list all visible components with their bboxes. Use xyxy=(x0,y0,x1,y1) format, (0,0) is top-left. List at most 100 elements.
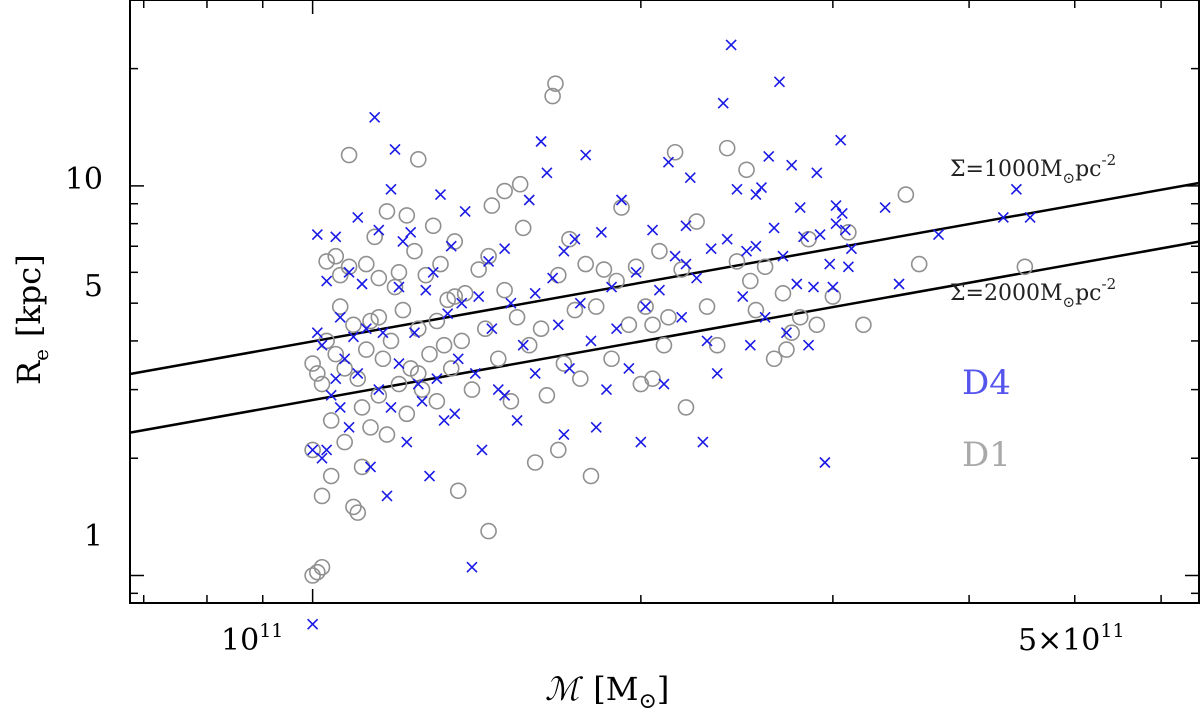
d1-point xyxy=(304,355,321,372)
d4-point xyxy=(835,134,847,146)
d4-point xyxy=(803,339,815,351)
d4-point xyxy=(721,233,733,245)
d1-point xyxy=(398,405,416,423)
d1-point xyxy=(502,392,520,410)
d1-point xyxy=(417,266,435,284)
d4-point xyxy=(814,229,826,241)
d4-point xyxy=(623,362,635,374)
d4-point xyxy=(523,194,535,206)
d4-point xyxy=(684,172,696,184)
d1-point xyxy=(603,350,620,368)
d4-point xyxy=(590,421,602,433)
d4-point xyxy=(393,281,405,293)
plot-frame xyxy=(129,0,1200,604)
d1-point xyxy=(555,355,573,372)
d4-point xyxy=(705,243,717,255)
d1-point xyxy=(688,213,705,230)
d4-point xyxy=(541,167,553,179)
x-tick-label: 5×1011 xyxy=(1018,620,1125,658)
d4-point xyxy=(547,272,559,284)
d1-point xyxy=(666,143,684,161)
d4-point xyxy=(701,335,713,347)
d1-point xyxy=(449,482,467,500)
d1-point xyxy=(496,281,513,299)
d4-point xyxy=(343,266,355,278)
d4-point xyxy=(311,327,323,339)
d4-point xyxy=(839,224,851,236)
d4-point xyxy=(580,149,592,161)
d4-point xyxy=(486,323,498,335)
d4-point xyxy=(768,222,780,234)
x-axis-title: ℳ [M⊙] xyxy=(545,670,669,714)
d1-point xyxy=(698,298,716,315)
d1-point xyxy=(655,336,673,354)
d4-point xyxy=(405,226,417,238)
d4-point xyxy=(1010,183,1022,195)
d1-point xyxy=(362,312,379,330)
d4-point xyxy=(763,150,775,163)
d1-point xyxy=(413,381,431,398)
d4-point xyxy=(552,319,564,331)
d4-point xyxy=(744,339,756,351)
minor-ticks xyxy=(130,0,1199,603)
d1-point xyxy=(386,278,404,296)
d4-point xyxy=(476,444,488,456)
d4-point xyxy=(830,218,842,230)
d1-point xyxy=(608,272,625,290)
d4-point xyxy=(563,362,576,374)
d4-point xyxy=(330,231,342,243)
d4-point xyxy=(737,290,749,303)
d1-point xyxy=(544,87,561,105)
d4-point xyxy=(431,373,443,385)
d1-point xyxy=(331,298,349,315)
d1-point xyxy=(765,350,783,368)
d4-point xyxy=(842,261,854,273)
d1-point xyxy=(496,182,513,200)
d1-point xyxy=(742,272,759,290)
d1-point xyxy=(446,288,464,305)
legend-d4: D4 xyxy=(962,363,1011,403)
d4-point xyxy=(759,311,771,323)
d1-point xyxy=(382,332,400,350)
d4-point xyxy=(499,389,511,401)
d1-point xyxy=(409,151,427,168)
d4-point xyxy=(369,111,381,123)
d1-point xyxy=(463,381,481,398)
d4-point xyxy=(558,429,570,441)
d4-point xyxy=(423,470,436,482)
d1-point xyxy=(370,269,388,287)
d4-point xyxy=(830,200,842,212)
d4-point xyxy=(334,401,346,414)
d4-point xyxy=(321,444,333,456)
d1-point xyxy=(470,261,487,278)
d4-point xyxy=(330,373,342,385)
d4-point xyxy=(646,224,659,236)
d4-point xyxy=(819,456,831,469)
d1-point xyxy=(677,399,695,416)
d4-point xyxy=(595,226,607,238)
d1-point xyxy=(747,301,765,319)
d4-point xyxy=(505,297,517,309)
d4-point xyxy=(442,308,454,320)
x-tick-label: 1011 xyxy=(221,620,283,658)
d1-point xyxy=(824,288,842,305)
d4-point xyxy=(456,297,468,309)
d4-point xyxy=(393,357,405,370)
d1-point xyxy=(406,242,423,260)
d1-point xyxy=(538,387,556,404)
d1-point xyxy=(561,230,578,248)
d1-point xyxy=(309,365,326,382)
d1-point xyxy=(511,175,529,193)
d1-point xyxy=(357,255,375,273)
d4-point xyxy=(635,436,647,448)
d4-point xyxy=(352,367,364,380)
d4-point xyxy=(397,235,409,248)
d1-point xyxy=(483,197,501,214)
d1-point xyxy=(1016,258,1034,276)
d1-point xyxy=(349,370,367,387)
d1-point xyxy=(456,285,474,302)
d1-point xyxy=(508,308,526,326)
d1-point xyxy=(336,433,353,451)
d1-point xyxy=(566,301,584,319)
d1-point xyxy=(778,341,795,358)
